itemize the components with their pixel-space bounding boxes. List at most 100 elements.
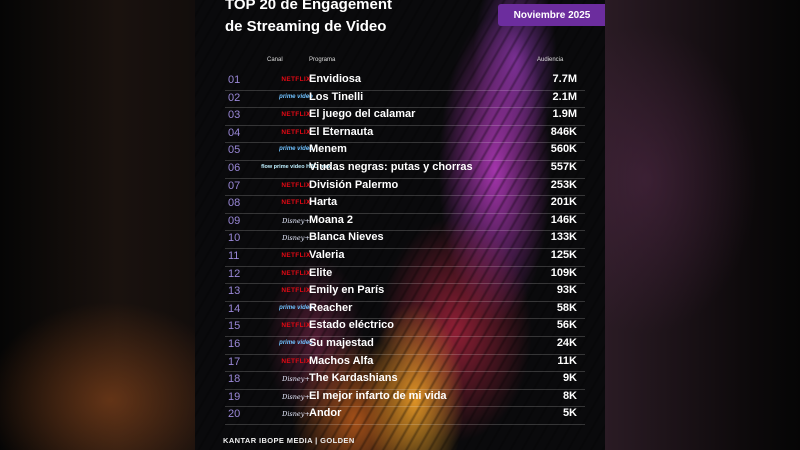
table-row: 07 NETFLIX División Palermo 253K bbox=[225, 178, 585, 197]
disney-logo-icon: Disney+ bbox=[282, 216, 310, 225]
page-title: TOP 20 de Engagement de Streaming de Vid… bbox=[225, 0, 485, 38]
rank-number: 09 bbox=[228, 214, 241, 227]
audience-value: 11K bbox=[557, 354, 577, 367]
audience-value: 201K bbox=[550, 196, 577, 209]
rank-number: 05 bbox=[228, 144, 241, 157]
table-row: 05 prime video Menem 560K bbox=[225, 142, 585, 161]
rank-number: 08 bbox=[228, 197, 241, 210]
table-row: 02 prime video Los Tinelli 2.1M bbox=[225, 90, 585, 109]
netflix-logo-icon: NETFLIX bbox=[281, 322, 311, 330]
table-row: 12 NETFLIX Elite 109K bbox=[225, 266, 585, 285]
table-row: 13 NETFLIX Emily en París 93K bbox=[225, 283, 585, 302]
audience-value: 9K bbox=[562, 372, 577, 385]
program-name: Viudas negras: putas y chorras bbox=[309, 161, 473, 173]
audience-value: 133K bbox=[550, 231, 577, 244]
netflix-logo-icon: NETFLIX bbox=[281, 287, 311, 295]
table-row: 20 Disney+ Andor 5K bbox=[225, 406, 585, 425]
ranking-card: TOP 20 de Engagement de Streaming de Vid… bbox=[195, 0, 605, 450]
decorative-swirl bbox=[195, 0, 605, 450]
netflix-logo-icon: NETFLIX bbox=[281, 269, 311, 277]
header-audiencia: Audiencia bbox=[537, 57, 564, 63]
program-name: División Palermo bbox=[309, 178, 399, 191]
program-name: Estado eléctrico bbox=[309, 319, 394, 332]
prime-logo-icon: prime video bbox=[279, 93, 313, 100]
netflix-logo-icon: NETFLIX bbox=[281, 181, 311, 189]
audience-value: 7.7M bbox=[552, 73, 577, 85]
rank-number: 14 bbox=[228, 302, 241, 315]
program-name: Envidiosa bbox=[309, 73, 361, 85]
rank-number: 18 bbox=[228, 373, 241, 386]
audience-value: 93K bbox=[556, 284, 577, 297]
multi-logo-icon: flow prime video HBO max bbox=[261, 164, 331, 170]
table-row: 18 Disney+ The Kardashians 9K bbox=[225, 371, 585, 390]
audience-value: 56K bbox=[556, 319, 577, 332]
program-name: Reacher bbox=[309, 301, 353, 314]
audience-value: 2.1M bbox=[552, 90, 577, 103]
program-name: Valeria bbox=[309, 249, 345, 261]
netflix-logo-icon: NETFLIX bbox=[281, 111, 311, 119]
table-row: 11 NETFLIX Valeria 125K bbox=[225, 248, 585, 267]
program-name: Andor bbox=[309, 407, 342, 420]
audience-value: 557K bbox=[550, 161, 577, 173]
table-row: 10 Disney+ Blanca Nieves 133K bbox=[225, 230, 585, 249]
netflix-logo-icon: NETFLIX bbox=[281, 199, 311, 207]
rank-number: 07 bbox=[228, 179, 241, 192]
program-name: El mejor infarto de mi vida bbox=[309, 389, 447, 402]
program-name: Machos Alfa bbox=[309, 354, 374, 367]
blurred-background-right bbox=[605, 0, 800, 450]
rank-number: 20 bbox=[228, 408, 241, 421]
rank-number: 06 bbox=[228, 162, 241, 174]
disney-logo-icon: Disney+ bbox=[282, 375, 310, 384]
program-name: Emily en París bbox=[309, 284, 385, 297]
rank-number: 19 bbox=[228, 390, 241, 403]
rank-number: 15 bbox=[228, 320, 241, 333]
prime-logo-icon: prime video bbox=[279, 340, 313, 346]
program-name: Los Tinelli bbox=[309, 90, 364, 103]
rank-number: 04 bbox=[228, 126, 241, 139]
prime-logo-icon: prime video bbox=[279, 304, 313, 311]
table-row: 16 prime video Su majestad 24K bbox=[225, 336, 585, 355]
disney-logo-icon: Disney+ bbox=[282, 392, 310, 401]
prime-logo-icon: prime video bbox=[279, 146, 313, 153]
title-line-1: TOP 20 de Engagement bbox=[225, 0, 392, 13]
table-row: 06 flow prime video HBO max Viudas negras:… bbox=[225, 160, 585, 179]
netflix-logo-icon: NETFLIX bbox=[281, 76, 311, 83]
title-line-2: de Streaming de Video bbox=[225, 18, 387, 35]
table-row: 03 NETFLIX El juego del calamar 1.9M bbox=[225, 107, 585, 126]
source-footer: KANTAR IBOPE MEDIA | GOLDEN bbox=[223, 436, 355, 445]
program-name: Blanca Nieves bbox=[309, 231, 384, 244]
audience-value: 109K bbox=[550, 266, 577, 279]
audience-value: 8K bbox=[562, 389, 577, 402]
audience-value: 1.9M bbox=[552, 108, 577, 121]
audience-value: 24K bbox=[556, 337, 577, 349]
rank-number: 11 bbox=[228, 250, 240, 262]
audience-value: 125K bbox=[550, 249, 577, 261]
audience-value: 253K bbox=[550, 178, 577, 191]
audience-value: 5K bbox=[562, 407, 577, 420]
program-name: Su majestad bbox=[309, 337, 374, 349]
table-row: 15 NETFLIX Estado eléctrico 56K bbox=[225, 318, 585, 337]
blurred-background-left bbox=[0, 0, 195, 450]
program-name: Moana 2 bbox=[309, 213, 354, 226]
audience-value: 846K bbox=[550, 125, 577, 138]
table-row: 01 NETFLIX Envidiosa 7.7M bbox=[225, 72, 585, 91]
program-name: El juego del calamar bbox=[309, 108, 416, 121]
program-name: Elite bbox=[309, 266, 333, 279]
disney-logo-icon: Disney+ bbox=[282, 410, 310, 419]
table-row: 14 prime video Reacher 58K bbox=[225, 301, 585, 320]
rank-number: 01 bbox=[228, 74, 241, 86]
netflix-logo-icon: NETFLIX bbox=[281, 252, 311, 259]
rank-number: 13 bbox=[228, 285, 241, 298]
rank-number: 12 bbox=[228, 267, 241, 280]
table-row: 08 NETFLIX Harta 201K bbox=[225, 195, 585, 214]
rank-number: 17 bbox=[228, 355, 241, 368]
audience-value: 560K bbox=[550, 143, 577, 156]
program-name: Harta bbox=[309, 196, 338, 209]
rank-number: 16 bbox=[228, 338, 241, 350]
header-canal: Canal bbox=[267, 57, 283, 63]
disney-logo-icon: Disney+ bbox=[282, 234, 310, 243]
rank-number: 03 bbox=[228, 109, 241, 122]
period-badge: Noviembre 2025 bbox=[498, 4, 605, 26]
table-row: 19 Disney+ El mejor infarto de mi vida 8K bbox=[225, 389, 585, 408]
rank-number: 10 bbox=[228, 232, 241, 245]
